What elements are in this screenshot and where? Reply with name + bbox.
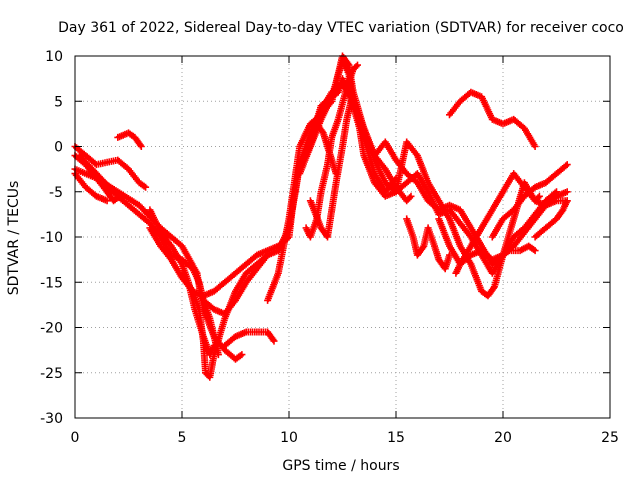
data-series-track17 (360, 124, 415, 205)
series-markers (488, 161, 571, 241)
y-tick-label: 5 (54, 94, 63, 110)
axis-ticks: 0 5 10 15 20 25 -30 -25 -20 -15 -10 -5 0 5 10 (40, 49, 619, 446)
series-markers (452, 242, 539, 277)
series-markers (264, 52, 571, 304)
y-tick-label: -5 (49, 185, 63, 201)
data-series-track16 (306, 97, 355, 241)
series-markers (146, 206, 218, 359)
data-series-track12 (264, 52, 571, 304)
y-tick-label: -30 (40, 411, 63, 427)
y-tick-label: -15 (40, 275, 63, 291)
series-markers (403, 215, 453, 273)
x-axis-label: GPS time / hours (282, 458, 399, 474)
x-tick-label: 20 (494, 430, 512, 446)
y-tick-label: -10 (40, 230, 63, 246)
data-series-track11 (221, 328, 278, 350)
series-markers (296, 75, 571, 300)
series-markers (114, 129, 145, 150)
data-series-track7 (146, 206, 218, 359)
series-markers (435, 170, 543, 268)
x-tick-label: 15 (387, 430, 405, 446)
series-markers (221, 328, 278, 350)
data-series-track23 (531, 197, 571, 241)
y-tick-label: 0 (54, 140, 63, 156)
series-markers (146, 57, 400, 381)
x-tick-label: 5 (178, 430, 187, 446)
x-tick-label: 0 (71, 430, 80, 446)
data-series-track4 (114, 129, 145, 150)
data-series-track22 (488, 161, 571, 241)
series-markers (360, 124, 415, 205)
x-tick-label: 10 (280, 430, 298, 446)
x-tick-label: 25 (601, 430, 619, 446)
y-tick-label: 10 (45, 49, 63, 65)
chart-title: Day 361 of 2022, Sidereal Day-to-day VTE… (58, 20, 624, 36)
series-markers (302, 61, 361, 241)
data-series-track10 (199, 251, 272, 318)
data-series (71, 52, 571, 381)
series-markers (531, 197, 571, 241)
data-series-track8 (146, 57, 400, 381)
data-series-track21 (446, 88, 539, 150)
series-markers (306, 97, 355, 241)
data-series-track15 (302, 61, 361, 241)
series-markers (199, 251, 272, 318)
data-series-track20 (452, 242, 539, 277)
data-series-track13 (296, 75, 571, 300)
y-tick-label: -25 (40, 366, 63, 382)
data-series-track19 (435, 170, 543, 268)
y-axis-label: SDTVAR / TECUs (6, 181, 22, 296)
y-tick-label: -20 (40, 321, 63, 337)
series-markers (446, 88, 539, 150)
data-series-track18 (403, 215, 453, 273)
